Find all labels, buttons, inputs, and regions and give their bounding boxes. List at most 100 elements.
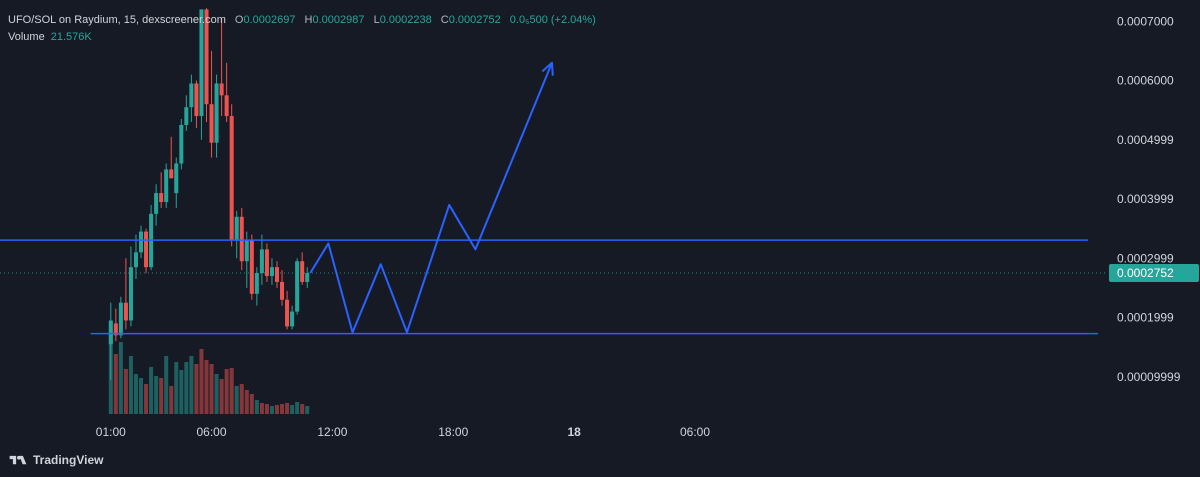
candle-body (164, 169, 169, 202)
last-price-label: 0.0002752 (1117, 266, 1174, 280)
candle-body (144, 231, 149, 268)
y-tick-label: 0.0002999 (1117, 251, 1174, 265)
candle-body (159, 193, 164, 202)
high-label: H (304, 14, 313, 26)
high-value: 0.0002987 (312, 14, 365, 26)
volume-bar (229, 368, 234, 414)
y-tick-label: 0.00009999 (1117, 370, 1181, 384)
candle-body (229, 116, 234, 241)
candle-body (295, 261, 300, 312)
y-tick-label: 0.0007000 (1117, 14, 1174, 28)
close-value: 0.0002752 (448, 14, 501, 26)
change-value: 0.0₅500 (+2.04%) (509, 14, 596, 26)
ohlc-row: UFO/SOL on Raydium, 15, dexscreener.com … (8, 12, 596, 29)
volume-bars (108, 329, 310, 414)
volume-bar (133, 374, 138, 414)
volume-bar (113, 354, 118, 414)
y-tick-label: 0.0001999 (1117, 311, 1174, 325)
volume-row: Volume 21.576K (8, 29, 596, 46)
volume-bar (169, 386, 174, 414)
x-tick-label: 18:00 (438, 425, 468, 439)
candle-body (259, 249, 264, 274)
candle-body (280, 281, 285, 300)
candle-body (204, 9, 209, 105)
symbol-title[interactable]: UFO/SOL on Raydium, 15, dexscreener.com (8, 14, 226, 26)
open-label: O (234, 14, 244, 26)
tradingview-brand[interactable]: TradingView (8, 453, 103, 467)
brand-label: TradingView (33, 453, 104, 467)
candle-body (174, 163, 179, 194)
volume-label[interactable]: Volume (8, 31, 45, 43)
candle-body (300, 261, 305, 282)
y-tick-label: 0.0004999 (1117, 133, 1174, 147)
volume-bar (154, 376, 159, 414)
candle-body (285, 299, 290, 327)
x-tick-label: 12:00 (317, 425, 347, 439)
x-tick-label: 01:00 (96, 425, 126, 439)
x-tick-label: 06:00 (680, 425, 710, 439)
volume-bar (118, 342, 123, 414)
candle-body (254, 273, 259, 294)
candlesticks (108, 8, 310, 380)
y-tick-label: 0.0006000 (1117, 74, 1174, 88)
candle-body (234, 216, 239, 241)
candle-body (199, 9, 204, 117)
candle-body (224, 95, 229, 117)
volume-bar (274, 405, 280, 414)
tradingview-logo-icon (9, 455, 27, 464)
volume-bar (184, 362, 189, 414)
y-tick-label: 0.0003999 (1117, 192, 1174, 206)
last-price-badge (1109, 263, 1199, 282)
projection-path (309, 61, 554, 334)
volume-bar (144, 384, 149, 414)
volume-bar (305, 406, 310, 414)
volume-bar (290, 405, 295, 414)
candle-body (239, 216, 244, 262)
candle-body (209, 104, 214, 143)
projection-arrow-head (541, 61, 554, 76)
candle-body (249, 240, 254, 294)
volume-bar (295, 402, 300, 414)
candle-body (128, 267, 133, 321)
projection-line (309, 62, 553, 334)
candle-body (290, 311, 295, 327)
volume-bar (189, 356, 194, 414)
volume-bar (204, 360, 209, 414)
y-axis: 0.00009999 0.0001999 0.0002999 0.0003999 0.0… (1109, 14, 1199, 384)
candle-body (113, 323, 118, 336)
candle-body (194, 83, 199, 117)
volume-bar (199, 349, 204, 414)
candle-body (169, 169, 174, 179)
volume-bar (164, 356, 169, 414)
candle-body (133, 252, 138, 268)
x-tick-label: 06:00 (197, 425, 227, 439)
volume-bar (239, 384, 244, 414)
volume-bar (128, 356, 133, 414)
volume-bar (280, 404, 285, 414)
volume-bar (139, 378, 144, 414)
volume-bar (234, 386, 239, 414)
volume-bar (149, 367, 154, 414)
candle-body (305, 273, 310, 282)
volume-value: 21.576K (50, 31, 92, 43)
volume-bar (179, 370, 184, 414)
candle-body (269, 267, 274, 277)
volume-bar (264, 404, 269, 414)
candle-body (154, 193, 159, 214)
horizontal-levels (0, 239, 1098, 335)
volume-bar (300, 404, 305, 414)
candle-body (264, 249, 269, 277)
volume-bar (174, 362, 179, 414)
volume-bar (123, 369, 128, 414)
volume-bar (219, 379, 224, 414)
volume-bar (269, 406, 274, 414)
low-value: 0.0002238 (379, 14, 432, 26)
candle-body (118, 302, 123, 336)
x-tick-label: 18 (567, 425, 581, 439)
volume-bar (259, 403, 264, 414)
candle-body (244, 240, 249, 262)
open-value: 0.0002697 (243, 14, 296, 26)
x-axis: 01:00 06:00 12:00 18:00 18 06:00 (96, 425, 711, 439)
candle-body (219, 83, 224, 96)
